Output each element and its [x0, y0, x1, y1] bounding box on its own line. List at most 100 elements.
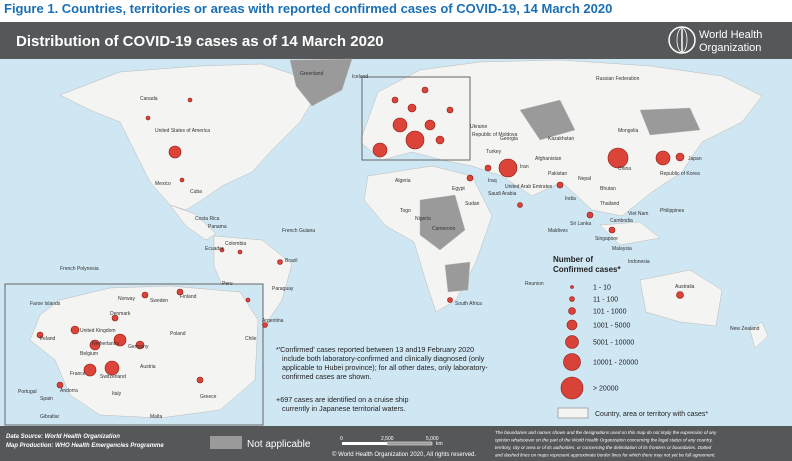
- country-label: Saudi Arabia: [488, 191, 517, 197]
- country-label: Russian Federation: [596, 76, 640, 82]
- country-label: Iceland: [352, 74, 368, 80]
- country-label: Kazakhstan: [548, 136, 574, 142]
- note-line: include both laboratory-confirmed and cl…: [282, 354, 485, 363]
- inset-label: Sweden: [150, 298, 168, 304]
- inset-label: Malta: [150, 414, 162, 420]
- copyright: © World Health Organization 2020, All ri…: [332, 451, 476, 458]
- inset-label: Norway: [118, 296, 135, 302]
- country-label: United States of America: [155, 128, 210, 134]
- country-label: Mongolia: [618, 128, 639, 134]
- country-label: Sudan: [465, 201, 480, 207]
- country-label: Cameroon: [432, 226, 456, 232]
- country-label: Thailand: [600, 201, 619, 207]
- case-bubbles: [36, 86, 685, 389]
- country-label: Sri Lanka: [570, 221, 591, 227]
- country-label: Ecuador: [205, 246, 224, 252]
- inset-land: [29, 285, 259, 419]
- country-label: Japan: [688, 156, 702, 162]
- inset-label: Spain: [40, 396, 53, 402]
- country-label: Maldives: [548, 228, 568, 234]
- scale-bar: [342, 441, 433, 446]
- logo-text: World Health: [699, 29, 762, 41]
- country-label: United Arab Emirates: [505, 184, 553, 190]
- country-label: Iran: [520, 164, 529, 170]
- header-bar: [0, 22, 792, 59]
- map-production: Map Production: WHO Health Emergencies P…: [6, 443, 164, 449]
- country-label: Paraguay: [272, 286, 294, 292]
- country-label: Panama: [208, 224, 227, 230]
- disclaimer-line: opinion whatsoever on the part of the Wo…: [495, 438, 713, 443]
- inset-label: Finland: [180, 294, 197, 300]
- country-label: Cambodia: [610, 218, 633, 224]
- country-label: Pakistan: [548, 171, 567, 177]
- note-line: *'Confirmed' cases reported between 13 a…: [276, 345, 474, 354]
- na-swatch: [210, 436, 242, 449]
- inset-label: Andorra: [60, 388, 78, 394]
- legend-symbol: [560, 376, 584, 400]
- inset-label: Portugal: [18, 389, 37, 395]
- inset-label: Faroe Islands: [30, 301, 61, 307]
- legend-label: Country, area or territory with cases*: [595, 411, 708, 418]
- inset-label: Italy: [112, 391, 122, 397]
- inset-label: Poland: [170, 331, 186, 337]
- country-label: Greenland: [300, 71, 324, 77]
- country-label: Peru: [222, 281, 233, 287]
- country-label: Brazil: [285, 258, 298, 264]
- inset-label: Greece: [200, 394, 217, 400]
- legend-label: 1 - 10: [593, 285, 611, 292]
- country-label: Indonesia: [628, 259, 650, 265]
- legend-symbol: [566, 319, 578, 331]
- inset-label: Netherlands: [92, 341, 119, 347]
- country-label: India: [565, 196, 576, 202]
- disclaimer-line: The boundaries and names shown and the d…: [495, 430, 717, 435]
- note-line: confirmed cases are shown.: [282, 372, 372, 381]
- country-label: Iraq: [488, 178, 497, 184]
- logo-text: Organization: [699, 42, 761, 54]
- country-label: Georgia: [500, 136, 518, 142]
- legend-label: > 20000: [593, 386, 619, 393]
- country-label: Turkey: [486, 149, 502, 155]
- legend-symbol: [570, 285, 574, 289]
- country-label: Togo: [400, 208, 411, 214]
- disclaimer-line: and dashed lines on maps represent appro…: [495, 453, 716, 458]
- notes: *'Confirmed' cases reported between 13 a…: [276, 345, 488, 413]
- note-line: applicable to Hubei province); for all o…: [282, 363, 488, 372]
- country-label: Philippines: [660, 208, 685, 214]
- country-label: Australia: [675, 284, 695, 290]
- country-label: Singapore: [595, 236, 618, 242]
- country-label: Canada: [140, 96, 158, 102]
- country-label: French Guiana: [282, 228, 315, 234]
- inset-label: Switzerland: [100, 374, 126, 380]
- country-label: Algeria: [395, 178, 411, 184]
- disclaimer-line: territory, city or area or of its author…: [495, 445, 712, 450]
- who-logo: [668, 26, 696, 54]
- inset-label: Ireland: [40, 336, 56, 342]
- country-label: Republic of Korea: [660, 171, 700, 177]
- note-line: currently in Japanese territorial waters…: [282, 404, 405, 413]
- legend-title: Confirmed cases*: [553, 265, 621, 274]
- scale-label: km: [436, 441, 443, 447]
- disclaimer: The boundaries and names shown and the d…: [495, 430, 717, 458]
- legend-label: 5001 - 10000: [593, 340, 634, 347]
- europe-box: [361, 76, 471, 161]
- data-source: Data Source: World Health Organization: [6, 434, 120, 440]
- inset-label: Gibraltar: [40, 414, 60, 420]
- country-label: Colombia: [225, 241, 246, 247]
- inset-label: United Kingdom: [80, 328, 116, 334]
- figure-caption: Figure 1. Countries, territories or area…: [4, 1, 612, 16]
- country-label: Ukraine: [470, 124, 487, 130]
- country-label: Egypt: [452, 186, 465, 192]
- inset-label: Belgium: [80, 351, 98, 357]
- country-label: Mexico: [155, 181, 171, 187]
- scale-label: 2,500: [381, 436, 394, 442]
- scale-label: 5,000: [426, 436, 439, 442]
- legend-symbol: [568, 307, 576, 315]
- legend-symbol: [565, 335, 579, 349]
- scale-label: 0: [340, 436, 343, 442]
- country-label: Reunion: [525, 281, 544, 287]
- country-label: Costa Rica: [195, 216, 220, 222]
- country-labels: Canada United States of America Mexico Cuba…: [60, 71, 760, 342]
- legend-symbol: [569, 296, 575, 302]
- legend: 1 - 10 11 - 100 101 - 1000 1001 - 5000 5001 …: [560, 285, 638, 400]
